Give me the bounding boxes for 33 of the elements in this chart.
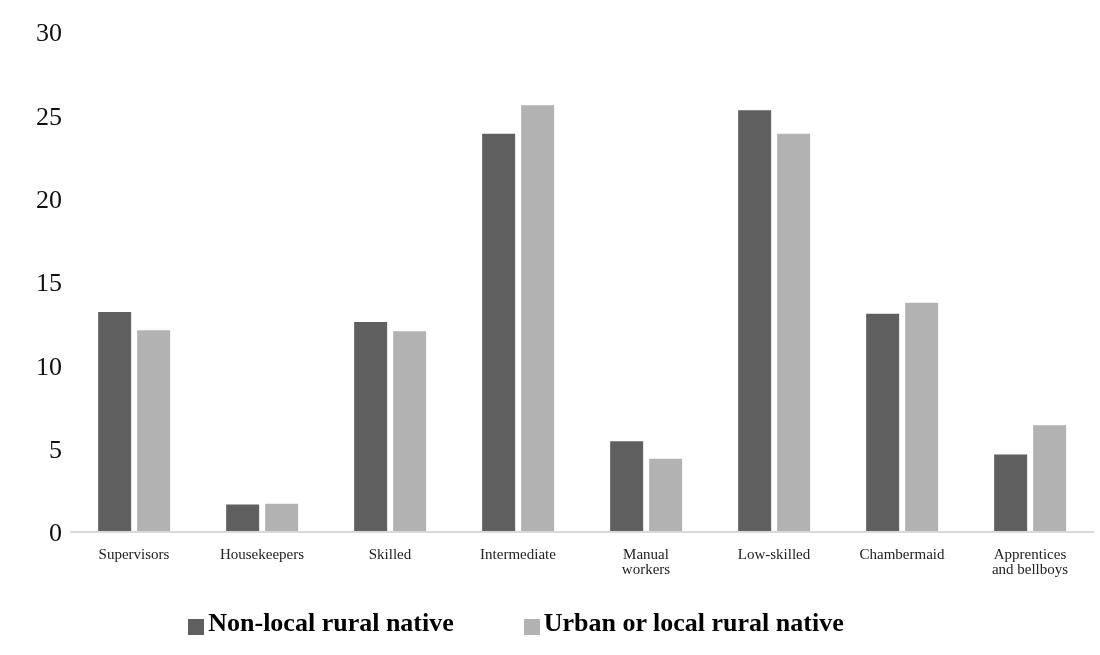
y-tick-label: 5	[49, 434, 62, 464]
bar	[866, 313, 900, 532]
legend-label: Non-local rural native	[208, 608, 454, 637]
x-tick-label: Intermediate	[480, 545, 557, 562]
bar	[521, 105, 555, 532]
x-tick-label: Supervisors	[98, 545, 170, 562]
x-tick-label: Chambermaid	[859, 545, 945, 562]
y-tick-label: 30	[36, 18, 62, 48]
bar	[265, 503, 299, 532]
x-tick-label: Low-skilled	[737, 545, 811, 562]
legend-label: Urban or local rural native	[543, 608, 844, 637]
y-tick-label: 0	[49, 518, 62, 548]
y-tick-label: 20	[36, 184, 62, 214]
x-tick-label: Skilled	[368, 545, 412, 562]
bar	[994, 454, 1028, 532]
bar	[137, 330, 171, 532]
y-tick-label: 10	[36, 351, 62, 381]
bar	[1033, 425, 1067, 532]
bar	[98, 312, 132, 532]
y-tick-label: 15	[36, 268, 62, 298]
bar	[393, 331, 427, 532]
x-tick-label: Apprentices and bellboys	[991, 545, 1069, 577]
bar	[226, 504, 260, 532]
bar	[649, 458, 683, 532]
x-tick-label: Manual workers	[621, 545, 671, 577]
y-tick-label: 25	[36, 101, 62, 131]
bar	[777, 133, 811, 532]
bar	[738, 110, 772, 532]
bar	[905, 302, 939, 532]
bar	[354, 322, 388, 532]
bar	[482, 133, 516, 532]
x-tick-label: Housekeepers	[219, 545, 305, 562]
bar	[610, 441, 644, 532]
